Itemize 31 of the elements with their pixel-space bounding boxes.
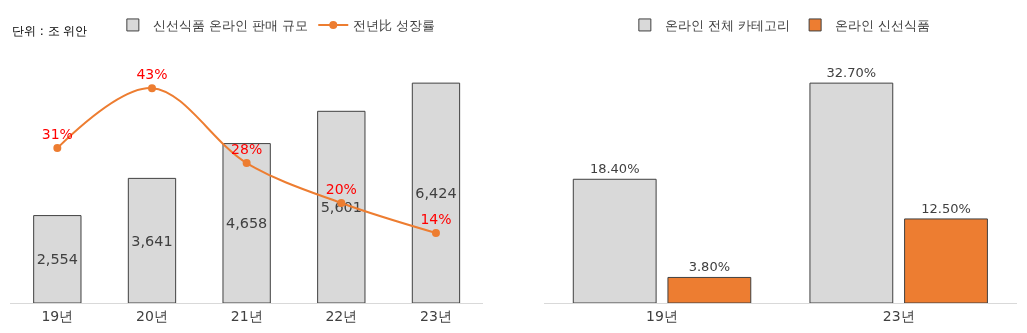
data-label: 2,554 bbox=[36, 251, 78, 268]
point bbox=[431, 229, 440, 238]
legend-label: 신선식품 온라인 판매 규모 bbox=[152, 18, 309, 34]
data-label: 3,641 bbox=[131, 232, 173, 249]
x-tick-label: 19년 bbox=[646, 307, 678, 324]
legend-label: 온라인 신선식품 bbox=[835, 18, 931, 34]
data-label: 4,658 bbox=[226, 215, 268, 232]
bar bbox=[667, 276, 752, 303]
x-tick-label: 19년 bbox=[41, 307, 74, 324]
point bbox=[242, 159, 251, 168]
point bbox=[147, 84, 156, 93]
data-label: 20% bbox=[325, 180, 357, 197]
data-label: 43% bbox=[136, 65, 168, 82]
point bbox=[53, 144, 62, 153]
data-label: 6,424 bbox=[415, 184, 457, 201]
data-label: 14% bbox=[420, 210, 452, 227]
x-tick-label: 22년 bbox=[325, 307, 358, 324]
data-label: 32.70% bbox=[826, 65, 877, 81]
x-tick-label: 23년 bbox=[420, 307, 452, 324]
legend-label: 온라인 전체 카테고리 bbox=[664, 18, 791, 34]
data-label: 3.80% bbox=[688, 259, 731, 275]
data-label: 18.40% bbox=[589, 161, 640, 177]
x-tick-label: 20년 bbox=[136, 307, 168, 324]
data-label: 12.50% bbox=[921, 200, 971, 216]
text: 단위 : 조 위안 bbox=[12, 24, 88, 38]
data-label: 28% bbox=[231, 140, 263, 157]
x-tick-label: 23년 bbox=[882, 307, 915, 324]
x-tick-label: 21년 bbox=[230, 307, 263, 324]
legend-label: 전년比 성장률 bbox=[353, 18, 436, 34]
data-label: 31% bbox=[41, 125, 73, 142]
bar bbox=[904, 218, 988, 303]
